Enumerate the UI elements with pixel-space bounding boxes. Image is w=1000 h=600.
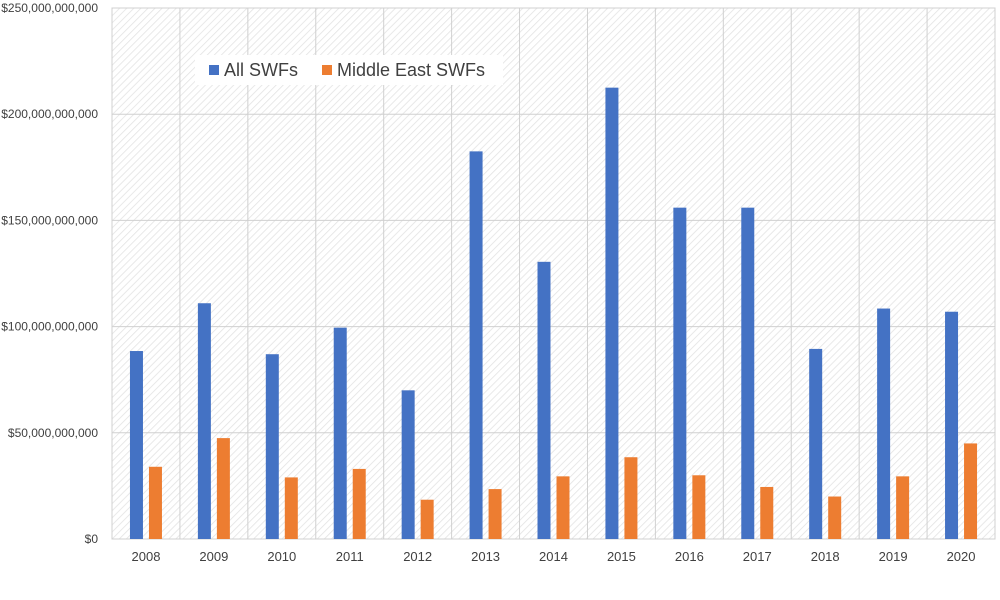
- y-tick-label: $200,000,000,000: [1, 107, 98, 121]
- bar-middle-east-swfs-2015: [624, 457, 638, 539]
- y-tick-label: $100,000,000,000: [1, 320, 98, 334]
- bar-middle-east-swfs-2017: [760, 486, 774, 539]
- bar-middle-east-swfs-2018: [828, 496, 842, 539]
- legend-label-all-swfs: All SWFs: [224, 60, 298, 80]
- x-tick-label: 2011: [336, 549, 364, 564]
- x-tick-label: 2008: [132, 549, 161, 564]
- y-tick-label: $250,000,000,000: [1, 1, 98, 15]
- bar-middle-east-swfs-2011: [352, 468, 366, 539]
- x-tick-label: 2014: [539, 549, 568, 564]
- bar-all-swfs-2014: [537, 261, 551, 539]
- bar-all-swfs-2020: [945, 311, 959, 539]
- bar-middle-east-swfs-2016: [692, 475, 706, 539]
- y-tick-label: $50,000,000,000: [8, 426, 98, 440]
- y-tick-label: $150,000,000,000: [1, 213, 98, 227]
- x-axis-ticks: 2008 2009 2010 2011 2012 2013 2014 2015 2016 2017…: [132, 549, 976, 564]
- legend: All SWFs Middle East SWFs: [195, 55, 503, 85]
- bar-all-swfs-2015: [605, 87, 619, 540]
- x-tick-label: 2016: [675, 549, 704, 564]
- bar-middle-east-swfs-2008: [148, 466, 162, 539]
- legend-label-middle-east-swfs: Middle East SWFs: [337, 60, 485, 80]
- plot-area: [111, 7, 996, 540]
- bar-all-swfs-2012: [401, 390, 415, 539]
- x-tick-label: 2015: [607, 549, 636, 564]
- x-tick-label: 2018: [811, 549, 840, 564]
- bar-middle-east-swfs-2014: [556, 476, 570, 539]
- bar-middle-east-swfs-2010: [284, 477, 298, 539]
- y-axis-ticks: $0 $50,000,000,000 $100,000,000,000 $150,00…: [1, 1, 98, 546]
- x-tick-label: 2010: [267, 549, 296, 564]
- bar-all-swfs-2019: [877, 308, 891, 539]
- legend-swatch-middle-east-swfs: [322, 65, 332, 75]
- bar-all-swfs-2016: [673, 207, 687, 539]
- x-tick-label: 2009: [199, 549, 228, 564]
- bar-middle-east-swfs-2020: [964, 443, 978, 539]
- x-tick-label: 2017: [743, 549, 772, 564]
- bar-all-swfs-2013: [469, 151, 483, 539]
- gridlines: [112, 7, 995, 540]
- x-tick-label: 2013: [471, 549, 500, 564]
- bar-all-swfs-2009: [197, 303, 211, 539]
- bar-middle-east-swfs-2012: [420, 499, 434, 539]
- bar-all-swfs-2010: [265, 354, 279, 539]
- bar-middle-east-swfs-2019: [896, 476, 910, 539]
- x-tick-label: 2020: [947, 549, 976, 564]
- legend-swatch-all-swfs: [209, 65, 219, 75]
- bar-middle-east-swfs-2009: [216, 438, 230, 539]
- y-tick-label: $0: [85, 532, 99, 546]
- x-tick-label: 2019: [879, 549, 908, 564]
- bar-all-swfs-2017: [741, 207, 755, 539]
- bars: [129, 87, 978, 540]
- bar-middle-east-swfs-2013: [488, 489, 502, 539]
- x-tick-label: 2012: [403, 549, 432, 564]
- legend-background: [195, 55, 503, 85]
- bar-all-swfs-2018: [809, 348, 823, 539]
- bar-all-swfs-2011: [333, 327, 347, 539]
- bar-all-swfs-2008: [129, 351, 143, 539]
